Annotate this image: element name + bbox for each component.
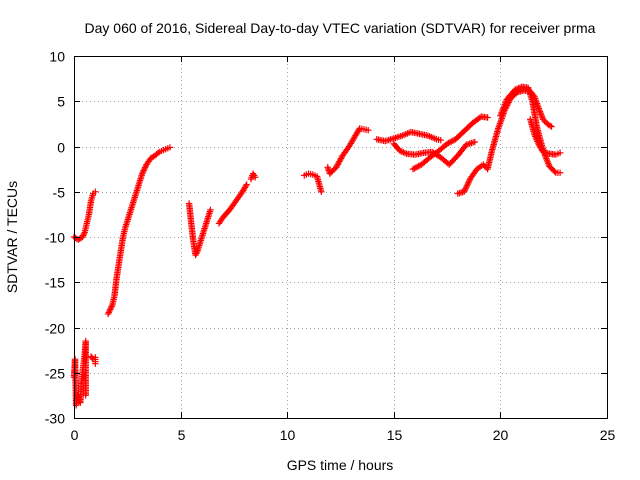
data-point [463, 182, 471, 189]
data-point [443, 140, 451, 147]
data-point [461, 187, 469, 194]
data-point [539, 116, 547, 123]
x-tick-label: 10 [280, 427, 296, 443]
data-point [141, 164, 149, 171]
tick-labels: 0 5 10 15 20 25 10 5 0 -5 -10 -15 -20 -25 -30 [45, 49, 616, 444]
data-point [82, 392, 89, 399]
data-point [92, 188, 99, 195]
data-point [465, 179, 472, 186]
data-point [243, 181, 250, 188]
data-point [80, 232, 87, 239]
y-tick-label: -5 [53, 185, 66, 201]
grid [74, 56, 607, 418]
data-point [460, 188, 468, 195]
data-point [140, 167, 147, 174]
data-point [480, 161, 487, 168]
axis-ticks [74, 56, 608, 419]
data-point [446, 139, 454, 146]
data-point [108, 303, 115, 310]
data-point [105, 309, 113, 316]
y-tick-label: -20 [45, 321, 65, 337]
data-point [193, 250, 200, 257]
y-tick-label: -10 [45, 230, 65, 246]
x-tick-label: 0 [71, 427, 79, 443]
y-tick-label: 0 [57, 140, 65, 156]
y-tick-label: 5 [57, 94, 65, 110]
y-axis-label: SDTVAR / TECUs [4, 181, 20, 293]
x-tick-label: 20 [493, 427, 509, 443]
data-point [106, 307, 113, 315]
data-point [154, 149, 162, 157]
data-point [556, 169, 564, 176]
data-point [464, 181, 471, 188]
data-point [252, 174, 259, 181]
data-point [107, 304, 115, 312]
data-point [409, 165, 417, 173]
data-point [104, 310, 112, 318]
data-point [465, 177, 473, 185]
data-point [166, 144, 174, 151]
data-point [139, 170, 146, 177]
data-point [463, 184, 470, 191]
y-tick-label: -25 [45, 366, 65, 382]
data-point [476, 114, 483, 121]
x-axis-label: GPS time / hours [287, 457, 394, 473]
data-point [365, 127, 372, 134]
data-point [411, 165, 418, 172]
x-tick-label: 15 [387, 427, 403, 443]
data-point [449, 137, 456, 144]
data-point [415, 162, 422, 170]
y-tick-label: -15 [45, 275, 65, 291]
data-points [70, 83, 564, 409]
x-tick-label: 25 [600, 427, 616, 443]
data-point [79, 233, 86, 241]
data-point [484, 114, 491, 121]
y-tick-label: -30 [45, 411, 65, 427]
data-point [448, 138, 455, 145]
data-point [141, 165, 148, 173]
data-point [92, 360, 99, 367]
data-point [192, 251, 199, 259]
data-point [546, 122, 554, 129]
data-point [193, 248, 201, 256]
data-point [318, 188, 325, 195]
data-point [445, 139, 452, 147]
data-point [414, 163, 421, 171]
data-point [437, 136, 444, 144]
data-point [139, 168, 147, 176]
data-point [551, 168, 558, 175]
x-tick-label: 5 [178, 427, 186, 443]
data-point [242, 182, 250, 190]
data-point [556, 149, 564, 157]
data-point [471, 138, 479, 146]
data-point [207, 206, 214, 214]
data-point [412, 164, 420, 171]
data-point [80, 230, 88, 238]
data-point [462, 185, 469, 192]
chart-title: Day 060 of 2016, Sidereal Day-to-day VTE… [85, 20, 596, 36]
y-tick-label: 10 [49, 49, 65, 65]
data-point [541, 117, 548, 125]
data-point [107, 306, 114, 313]
data-point [548, 123, 555, 130]
